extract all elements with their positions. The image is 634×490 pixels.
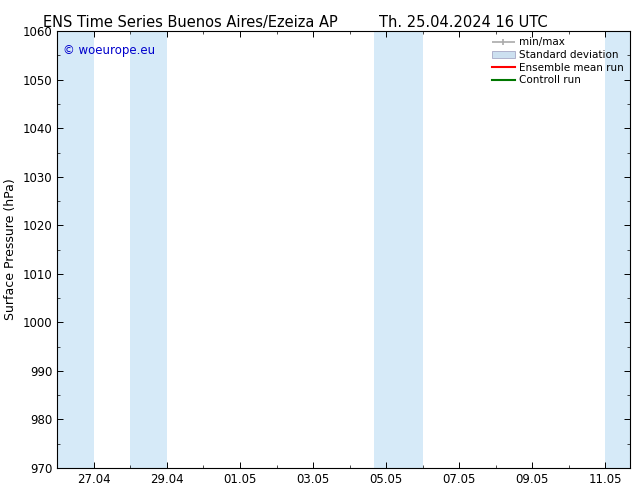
Text: ENS Time Series Buenos Aires/Ezeiza AP: ENS Time Series Buenos Aires/Ezeiza AP [43, 15, 337, 30]
Text: Th. 25.04.2024 16 UTC: Th. 25.04.2024 16 UTC [378, 15, 547, 30]
Bar [374, 31, 423, 468]
Legend: min/max, Standard deviation, Ensemble mean run, Controll run: min/max, Standard deviation, Ensemble me… [488, 33, 628, 90]
Bar [57, 31, 94, 468]
Bar [131, 31, 167, 468]
Text: © woeurope.eu: © woeurope.eu [63, 44, 155, 57]
Y-axis label: Surface Pressure (hPa): Surface Pressure (hPa) [4, 179, 17, 320]
Bar [605, 31, 630, 468]
